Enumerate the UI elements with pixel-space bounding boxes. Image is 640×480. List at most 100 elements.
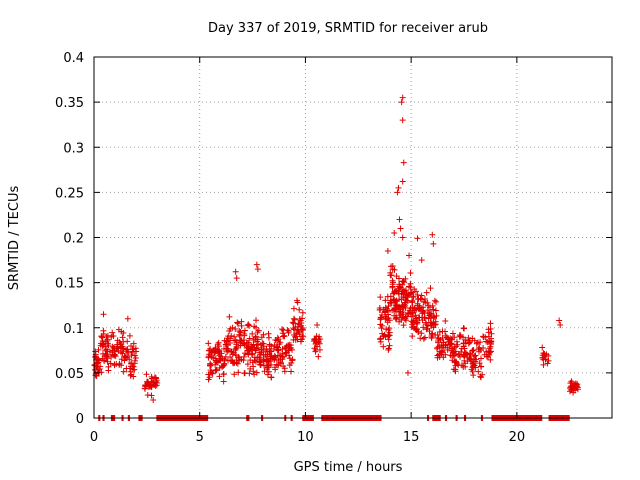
- data-point: [244, 347, 251, 354]
- data-point: [402, 314, 409, 321]
- data-point: [260, 352, 267, 359]
- data-point: [411, 286, 418, 293]
- data-point: [284, 327, 291, 334]
- data-point: [250, 368, 257, 375]
- grid: [94, 57, 612, 418]
- data-point: [412, 325, 419, 332]
- data-point: [244, 361, 251, 368]
- data-point: [409, 333, 416, 340]
- data-point: [413, 327, 420, 334]
- data-point: [268, 374, 275, 381]
- data-point: [469, 335, 476, 342]
- data-point: [452, 368, 459, 375]
- data-point: [252, 347, 259, 354]
- data-point: [311, 345, 318, 352]
- data-point: [293, 297, 300, 304]
- data-point: [124, 315, 131, 322]
- data-point: [469, 347, 476, 354]
- data-point: [217, 353, 224, 360]
- data-point: [215, 343, 222, 350]
- data-point: [220, 371, 227, 378]
- data-point: [403, 290, 410, 297]
- data-point: [263, 357, 270, 364]
- data-point: [110, 352, 117, 359]
- data-point: [206, 362, 213, 369]
- data-point: [285, 328, 292, 335]
- data-point: [265, 368, 272, 375]
- data-point: [431, 314, 438, 321]
- y-axis-title: SRMTID / TECUs: [7, 186, 22, 291]
- data-point: [376, 305, 383, 312]
- data-point: [391, 289, 398, 296]
- data-point: [429, 302, 436, 309]
- data-point: [100, 331, 107, 338]
- data-point: [264, 351, 271, 358]
- data-point: [226, 313, 233, 320]
- data-point: [427, 311, 434, 318]
- data-point: [291, 326, 298, 333]
- data-point: [392, 298, 399, 305]
- data-point: [451, 344, 458, 351]
- data-point: [460, 351, 467, 358]
- data-point: [206, 351, 213, 358]
- data-point: [288, 368, 295, 375]
- data-point: [412, 312, 419, 319]
- data-point: [434, 344, 441, 351]
- data-point: [402, 275, 409, 282]
- data-point: [216, 373, 223, 380]
- y-tick-label: 0.35: [55, 96, 84, 111]
- data-point: [312, 336, 319, 343]
- data-point: [279, 326, 286, 333]
- data-point: [254, 266, 261, 273]
- data-point: [420, 335, 427, 342]
- data-point: [118, 362, 125, 369]
- data-point: [261, 362, 268, 369]
- data-point: [574, 381, 581, 388]
- data-point: [213, 366, 220, 373]
- data-point: [107, 360, 114, 367]
- data-point: [289, 346, 296, 353]
- data-point: [473, 340, 480, 347]
- data-point: [268, 361, 275, 368]
- data-point: [99, 355, 106, 362]
- data-point: [424, 307, 431, 314]
- data-point: [223, 341, 230, 348]
- data-point: [212, 355, 219, 362]
- data-point: [386, 325, 393, 332]
- data-point: [442, 341, 449, 348]
- data-point: [212, 367, 219, 374]
- data-point: [572, 387, 579, 394]
- data-point: [475, 368, 482, 375]
- y-tick-label: 0.3: [63, 141, 84, 156]
- data-point: [454, 341, 461, 348]
- data-point: [385, 303, 392, 310]
- data-point: [442, 332, 449, 339]
- data-point: [144, 391, 151, 398]
- data-point: [247, 365, 254, 372]
- data-point: [556, 317, 563, 324]
- data-point: [380, 306, 387, 313]
- data-point: [428, 323, 435, 330]
- data-point: [429, 330, 436, 337]
- data-point: [480, 333, 487, 340]
- data-point: [273, 337, 280, 344]
- data-point: [285, 347, 292, 354]
- data-point: [399, 117, 406, 124]
- data-point: [315, 339, 322, 346]
- data-point: [400, 159, 407, 166]
- data-point: [231, 371, 238, 378]
- data-point: [423, 289, 430, 296]
- y-tick-label: 0: [76, 412, 84, 427]
- data-point: [398, 99, 405, 106]
- data-point: [461, 325, 468, 332]
- data-point: [95, 346, 102, 353]
- data-point: [389, 281, 396, 288]
- x-tick-label: 20: [509, 430, 526, 445]
- data-point: [460, 343, 467, 350]
- data-point: [487, 356, 494, 363]
- data-point: [104, 332, 111, 339]
- data-point: [283, 343, 290, 350]
- data-point: [234, 319, 241, 326]
- data-point: [296, 306, 303, 313]
- data-point: [241, 327, 248, 334]
